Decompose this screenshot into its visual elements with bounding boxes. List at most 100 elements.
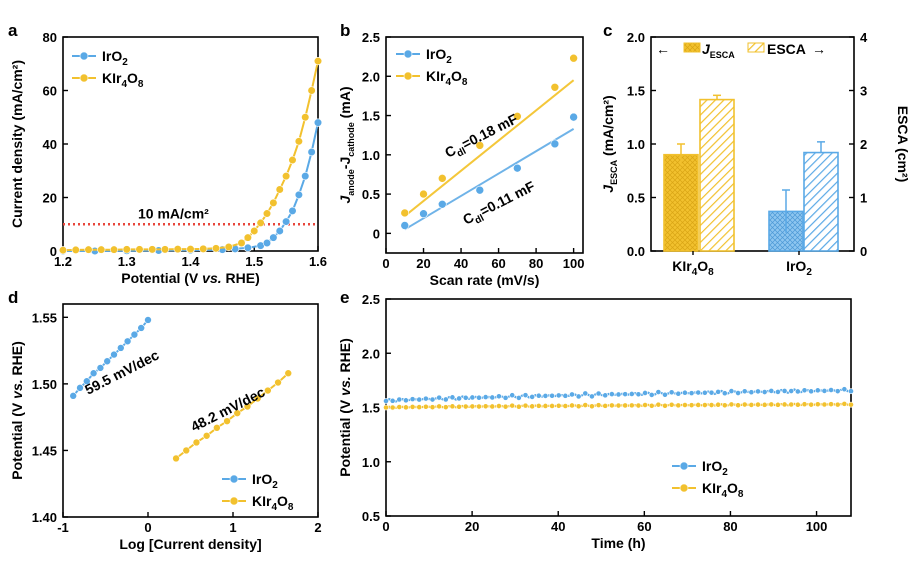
legend-kir4o8-marker xyxy=(229,496,239,506)
series-point-IrO2 xyxy=(794,388,801,395)
y-tick-label: 1.55 xyxy=(32,310,57,325)
text-part: cathode xyxy=(346,122,356,157)
y-tick-label: 0 xyxy=(373,226,380,241)
formula-base: KIr xyxy=(102,70,122,86)
series-point-IrO2 xyxy=(123,337,132,346)
text-part: Potential (V xyxy=(9,399,25,480)
text-part: vs. xyxy=(9,379,25,398)
formula-tail: O xyxy=(277,493,288,509)
category-label-1: IrO2 xyxy=(786,258,812,278)
x-tick-label: 0 xyxy=(144,520,151,535)
series-point-IrO2 xyxy=(313,118,323,127)
series-point-IrO2 xyxy=(307,147,316,157)
series-point-KIr4O8 xyxy=(237,238,246,248)
series-point-KIr4O8 xyxy=(456,403,462,410)
x-axis-label: Potential (V vs. RHE) xyxy=(121,270,260,286)
series-point-IrO2 xyxy=(555,392,562,399)
series-point-IrO2 xyxy=(595,390,602,397)
legend-iro2-text: IrO2 xyxy=(426,46,452,66)
series-point-KIr4O8 xyxy=(199,244,208,253)
series-point-KIr4O8 xyxy=(269,198,278,207)
series-point-IrO2 xyxy=(476,394,482,401)
series-point-KIr4O8 xyxy=(515,403,522,410)
text-part: vs. xyxy=(337,376,353,395)
x-tick-label: 0 xyxy=(382,519,389,534)
series-point-IrO2 xyxy=(442,396,449,403)
y-tick-label: 40 xyxy=(43,137,57,152)
x-tick-label: 0 xyxy=(382,256,389,271)
series-point-IrO2 xyxy=(761,389,768,395)
y-left-tick-label: 1.5 xyxy=(627,84,645,99)
series-point-KIr4O8 xyxy=(58,246,68,255)
y-right-tick-label: 2 xyxy=(860,137,867,152)
series-point-IrO2 xyxy=(449,394,456,401)
y-tick-label: 60 xyxy=(43,84,57,99)
series-point-KIr4O8 xyxy=(469,403,476,410)
series-point-IrO2 xyxy=(269,233,278,242)
annotation-10ma: 10 mA/cm² xyxy=(138,205,209,221)
legend-text-esca: ESCA xyxy=(767,41,806,57)
x-tick-label: 60 xyxy=(637,519,651,534)
series-point-KIr4O8 xyxy=(243,402,252,411)
series-point-KIr4O8 xyxy=(313,56,323,66)
series-point-IrO2 xyxy=(542,393,549,399)
y-tick-label: 20 xyxy=(43,191,57,206)
formula-subscript: 8 xyxy=(738,489,744,500)
y-tick-label: 0 xyxy=(50,244,57,259)
series-point-IrO2 xyxy=(529,393,536,400)
series-point-KIr4O8 xyxy=(608,402,615,409)
series-point-IrO2 xyxy=(83,377,91,386)
x-tick-label: 1.4 xyxy=(181,254,200,269)
formula-base: IrO xyxy=(102,48,122,64)
series-point-IrO2 xyxy=(562,392,569,399)
bar-esca-0 xyxy=(699,98,735,252)
series-point-KIr4O8 xyxy=(775,401,781,408)
x-axis-label: Scan rate (mV/s) xyxy=(430,272,540,288)
y-tick-label: 80 xyxy=(43,30,57,45)
series-point-KIr4O8 xyxy=(416,404,423,411)
series-point-IrO2 xyxy=(482,394,489,400)
x-tick-label: 1 xyxy=(229,520,236,535)
series-point-IrO2 xyxy=(513,163,522,173)
series-point-KIr4O8 xyxy=(728,401,735,408)
series-point-KIr4O8 xyxy=(550,82,560,92)
series-point-KIr4O8 xyxy=(715,401,722,408)
series-point-KIr4O8 xyxy=(662,402,668,409)
x-tick-label: 1.2 xyxy=(54,254,72,269)
series-point-IrO2 xyxy=(814,387,821,394)
series-point-KIr4O8 xyxy=(489,403,496,410)
series-point-KIr4O8 xyxy=(442,404,449,411)
series-point-IrO2 xyxy=(137,324,145,332)
series-point-IrO2 xyxy=(569,391,575,398)
series-point-KIr4O8 xyxy=(701,402,708,408)
y-tick-label: 2.5 xyxy=(362,292,380,307)
series-point-KIr4O8 xyxy=(264,386,272,395)
y-tick-label: 2.5 xyxy=(362,30,380,45)
formula-subscript: 8 xyxy=(708,267,714,278)
x-tick-label: 100 xyxy=(806,519,828,534)
series-point-KIr4O8 xyxy=(294,137,303,146)
series-point-IrO2 xyxy=(294,190,303,199)
series-point-IrO2 xyxy=(489,394,496,401)
series-point-IrO2 xyxy=(582,390,589,397)
y-left-tick-label: 1.0 xyxy=(627,137,645,152)
formula-subscript: 8 xyxy=(288,502,294,513)
series-point-IrO2 xyxy=(502,394,509,401)
formula-subscript: 8 xyxy=(462,77,468,88)
formula-subscript: 2 xyxy=(122,57,128,68)
series-point-IrO2 xyxy=(475,185,485,195)
legend-kir4o8-text: KIr4O8 xyxy=(252,493,294,513)
text-part: -J xyxy=(337,157,353,169)
series-point-KIr4O8 xyxy=(202,431,211,440)
legend-arrow-right: → xyxy=(812,41,826,57)
chart-b: 0 20 40 60 80 100 0 0.5 1.0 1.5 2.0 2.5 Scan rate (m… xyxy=(337,30,584,288)
series-point-IrO2 xyxy=(522,392,529,399)
series-point-KIr4O8 xyxy=(821,401,828,408)
series-point-IrO2 xyxy=(456,395,462,402)
series-point-KIr4O8 xyxy=(675,402,682,409)
series-point-IrO2 xyxy=(635,391,642,398)
annotation-cdl-kir4o8: Cdl=0.18 mF xyxy=(442,110,522,164)
series-point-KIr4O8 xyxy=(801,401,808,408)
series-point-KIr4O8 xyxy=(513,112,522,121)
series-point-KIr4O8 xyxy=(224,242,233,252)
